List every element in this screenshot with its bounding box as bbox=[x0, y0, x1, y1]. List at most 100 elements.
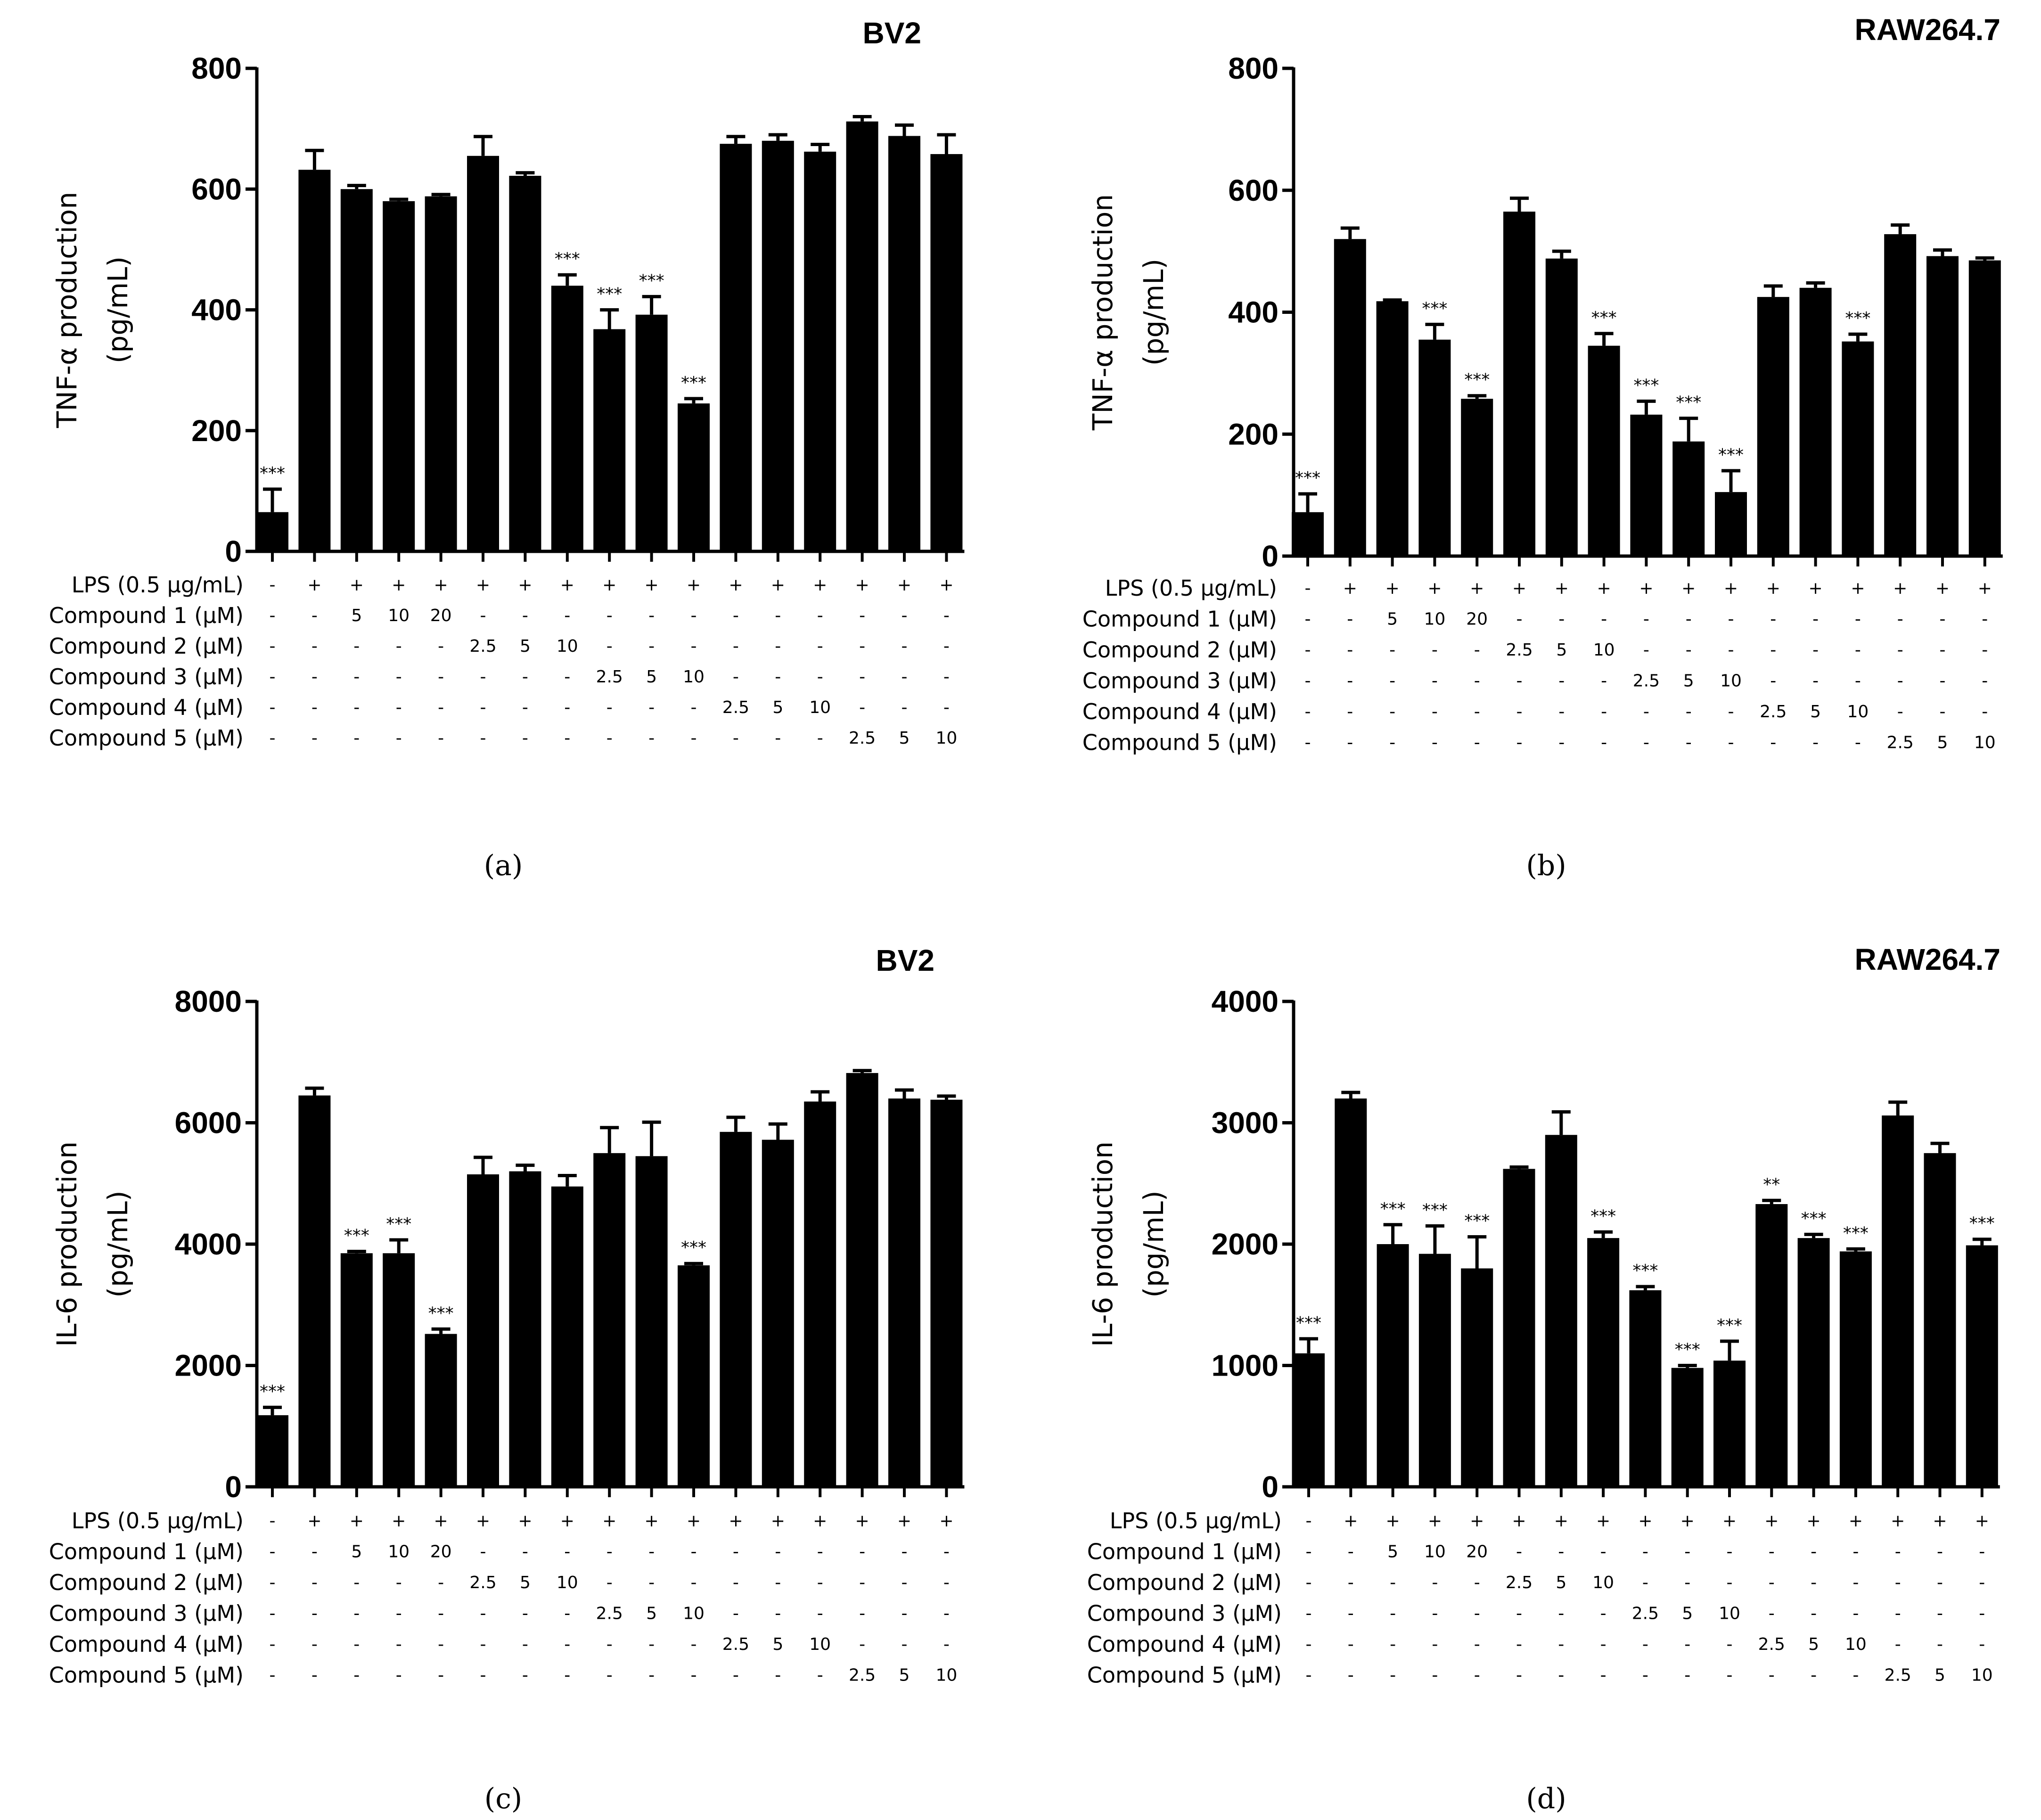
treatment-row-label: Compound 2 (μM) bbox=[1087, 1570, 1282, 1595]
treatment-cell: - bbox=[480, 1666, 486, 1685]
treatment-cell: 10 bbox=[935, 1666, 957, 1685]
treatment-cell: - bbox=[1812, 672, 1819, 691]
treatment-cell: 2.5 bbox=[1506, 640, 1533, 660]
treatment-cell: - bbox=[1516, 1666, 1522, 1685]
treatment-cell: - bbox=[1305, 702, 1311, 721]
treatment-cell: - bbox=[1769, 1542, 1775, 1562]
treatment-cell: - bbox=[480, 1604, 486, 1623]
treatment-cell: - bbox=[270, 1511, 276, 1531]
treatment-cell: - bbox=[691, 637, 697, 656]
treatment-cell: - bbox=[1684, 1573, 1690, 1592]
panel-caption: (b) bbox=[1526, 849, 1566, 882]
treatment-cell: + bbox=[1638, 1511, 1652, 1531]
y-axis-unit-label: (pg/mL) bbox=[1138, 259, 1170, 366]
bar bbox=[635, 314, 668, 551]
treatment-cell: - bbox=[1516, 1635, 1522, 1654]
treatment-cell: - bbox=[1390, 1573, 1396, 1592]
bar bbox=[678, 403, 710, 551]
bar bbox=[804, 151, 836, 551]
treatment-cell: 10 bbox=[809, 698, 831, 717]
treatment-cell: - bbox=[607, 1573, 613, 1592]
y-tick-label: 0 bbox=[1262, 1470, 1279, 1504]
treatment-cell: - bbox=[1982, 672, 1988, 691]
treatment-cell: - bbox=[522, 698, 528, 717]
bar bbox=[1924, 1153, 1956, 1487]
treatment-cell: + bbox=[813, 575, 827, 595]
treatment-cell: + bbox=[1724, 579, 1738, 598]
treatment-cell: + bbox=[1596, 1511, 1610, 1531]
significance-label: *** bbox=[260, 464, 285, 483]
treatment-row-label: Compound 5 (μM) bbox=[49, 725, 244, 751]
treatment-cell: + bbox=[1554, 1511, 1568, 1531]
bar bbox=[340, 1253, 373, 1487]
treatment-cell: 10 bbox=[388, 1542, 410, 1562]
treatment-cell: - bbox=[775, 1542, 781, 1562]
bar bbox=[1503, 1169, 1535, 1487]
treatment-cell: 2.5 bbox=[849, 1666, 876, 1685]
treatment-row-label: LPS (0.5 μg/mL) bbox=[72, 1508, 244, 1533]
treatment-cell: - bbox=[817, 1666, 823, 1685]
bar bbox=[1293, 1353, 1325, 1487]
bar bbox=[298, 170, 331, 551]
significance-label: *** bbox=[386, 1214, 411, 1234]
y-axis-label: TNF-α production bbox=[51, 192, 83, 428]
treatment-cell: 2.5 bbox=[849, 729, 876, 748]
treatment-cell: + bbox=[771, 575, 785, 595]
treatment-cell: 2.5 bbox=[1887, 733, 1914, 753]
bar bbox=[1797, 1238, 1830, 1487]
treatment-cell: - bbox=[1728, 733, 1734, 753]
treatment-cell: - bbox=[817, 667, 823, 687]
treatment-cell: - bbox=[270, 667, 276, 687]
treatment-cell: - bbox=[1306, 1573, 1312, 1592]
treatment-cell: - bbox=[859, 1604, 865, 1623]
treatment-cell: - bbox=[1940, 610, 1946, 629]
significance-label: *** bbox=[1296, 1313, 1321, 1333]
y-tick-label: 0 bbox=[225, 534, 242, 568]
treatment-cell: - bbox=[648, 1666, 655, 1685]
treatment-cell: - bbox=[1516, 1604, 1522, 1623]
treatment-cell: - bbox=[270, 698, 276, 717]
significance-label: *** bbox=[597, 285, 622, 304]
treatment-cell: 2.5 bbox=[1760, 702, 1787, 721]
bar bbox=[1713, 1361, 1746, 1487]
treatment-cell: 2.5 bbox=[469, 637, 496, 656]
treatment-cell: - bbox=[438, 1635, 444, 1654]
treatment-cell: - bbox=[733, 667, 739, 687]
treatment-cell: + bbox=[1386, 1511, 1400, 1531]
bar bbox=[256, 512, 288, 551]
treatment-cell: - bbox=[943, 1635, 950, 1654]
treatment-cell: - bbox=[353, 698, 360, 717]
treatment-cell: - bbox=[943, 698, 950, 717]
bar bbox=[635, 1156, 668, 1487]
treatment-cell: - bbox=[1855, 640, 1861, 660]
treatment-cell: 10 bbox=[935, 729, 957, 748]
treatment-cell: - bbox=[1306, 1604, 1312, 1623]
bar bbox=[1799, 287, 1832, 556]
treatment-cell: - bbox=[902, 1542, 908, 1562]
treatment-cell: - bbox=[775, 606, 781, 625]
y-tick-label: 8000 bbox=[175, 984, 242, 1018]
treatment-cell: - bbox=[1643, 702, 1649, 721]
bar bbox=[1377, 1244, 1409, 1487]
bar bbox=[1418, 339, 1451, 556]
treatment-cell: 10 bbox=[1845, 1635, 1867, 1654]
treatment-row-label: Compound 2 (μM) bbox=[1082, 637, 1277, 663]
treatment-cell: 5 bbox=[646, 1604, 657, 1623]
bar bbox=[551, 286, 583, 551]
treatment-cell: - bbox=[691, 1635, 697, 1654]
bar bbox=[1884, 234, 1917, 556]
treatment-row-label: Compound 5 (μM) bbox=[1082, 730, 1277, 755]
treatment-cell: - bbox=[607, 1542, 613, 1562]
treatment-cell: - bbox=[270, 637, 276, 656]
treatment-cell: - bbox=[353, 1666, 360, 1685]
treatment-cell: - bbox=[1686, 640, 1692, 660]
treatment-cell: - bbox=[396, 1604, 402, 1623]
treatment-cell: 2.5 bbox=[1885, 1666, 1911, 1685]
treatment-cell: - bbox=[1347, 733, 1353, 753]
treatment-cell: - bbox=[353, 1635, 360, 1654]
treatment-cell: - bbox=[775, 667, 781, 687]
treatment-cell: - bbox=[1601, 610, 1607, 629]
treatment-cell: 10 bbox=[1720, 672, 1742, 691]
treatment-cell: + bbox=[1975, 1511, 1989, 1531]
bar bbox=[1545, 258, 1578, 556]
